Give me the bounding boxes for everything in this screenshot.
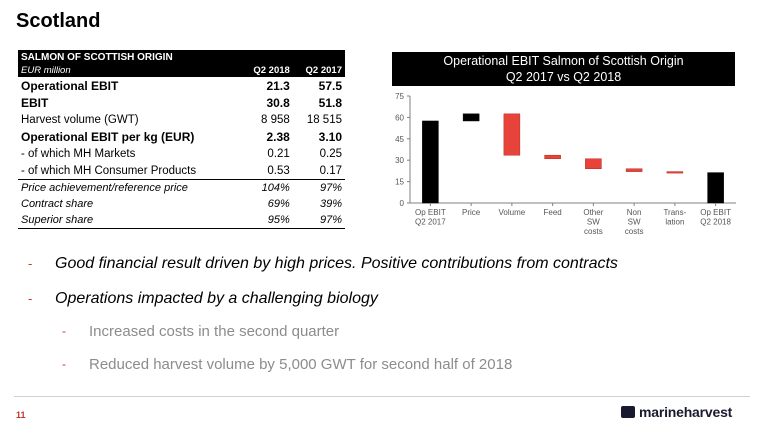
table-row: - of which MH Consumer Products 0.53 0.1…	[18, 162, 345, 180]
chart-subtitle: Q2 2017 vs Q2 2018	[505, 70, 622, 84]
bar	[625, 168, 643, 172]
table-row: Operational EBIT 21.3 57.5	[18, 77, 345, 94]
x-tick-label: Trans-	[663, 208, 686, 217]
row-value-2017: 51.8	[318, 95, 342, 110]
row-value-2018: 0.21	[267, 147, 290, 160]
row-value-2018: 30.8	[266, 95, 290, 110]
table-title: SALMON OF SCOTTISH ORIGIN	[18, 50, 345, 64]
bar	[544, 154, 561, 160]
y-tick-label: 15	[395, 178, 404, 187]
row-value-2018: 95%	[240, 212, 293, 229]
x-tick-label: Q2 2018	[700, 218, 731, 227]
row-value-2018: 8 958	[261, 113, 290, 126]
row-value-2018: 0.53	[267, 164, 290, 177]
x-tick-label: Price	[462, 208, 481, 217]
row-value-2017: 0.17	[319, 164, 342, 177]
table-row: Operational EBIT per kg (EUR) 2.38 3.10	[18, 128, 345, 145]
sub-bullet-text: Increased costs in the second quarter	[89, 323, 340, 340]
row-label: - of which MH Markets	[21, 147, 136, 160]
table-row: Superior share 95% 97%	[18, 212, 345, 229]
table-row: - of which MH Markets 0.21 0.25	[18, 145, 345, 162]
row-label: Price achievement/reference price	[18, 179, 241, 196]
x-tick-label: costs	[584, 227, 603, 236]
page-number: 11	[16, 410, 26, 420]
page-title: Scotland	[16, 10, 101, 32]
table-row: EBIT 30.8 51.8	[18, 94, 345, 111]
bar	[503, 113, 521, 156]
row-value-2017: 39%	[319, 198, 342, 210]
col-header-q2-2017: Q2 2017	[292, 64, 345, 77]
logo-text: marineharvest	[639, 404, 733, 420]
row-label: - of which MH Consumer Products	[21, 164, 197, 177]
bullet-text: Operations impacted by a challenging bio…	[55, 290, 378, 307]
chart-title-box: Operational EBIT Salmon of Scottish Orig…	[392, 52, 735, 86]
bullet-text: Good financial result driven by high pri…	[55, 255, 618, 272]
row-label: Harvest volume (GWT)	[21, 113, 139, 126]
bullet-dash: -	[28, 256, 33, 271]
sub-bullet-text: Reduced harvest volume by 5,000 GWT for …	[89, 356, 513, 373]
bar	[666, 171, 684, 174]
x-tick-label: Non	[627, 208, 642, 217]
row-value-2018: 69%	[267, 198, 290, 210]
row-value-2017: 18 515	[306, 113, 342, 126]
company-logo: marineharvest	[621, 404, 732, 420]
table-unit: EUR million	[18, 64, 241, 77]
x-tick-label: lation	[665, 218, 684, 227]
x-tick-label: Q2 2017	[415, 218, 446, 227]
x-tick-label: Op EBIT	[700, 208, 731, 217]
footer-divider	[14, 396, 750, 397]
bar	[462, 113, 480, 122]
row-label: EBIT	[21, 95, 49, 110]
sub-bullet-dash: -	[62, 324, 66, 338]
row-value-2018: 21.3	[266, 78, 290, 93]
row-value-2017: 3.10	[318, 129, 342, 144]
x-tick-label: Feed	[544, 208, 562, 217]
table-row: Price achievement/reference price 104% 9…	[18, 179, 345, 196]
table-row: Contract share 69% 39%	[18, 196, 345, 212]
y-tick-label: 60	[395, 113, 404, 122]
row-value-2018: 2.38	[266, 129, 290, 144]
row-label: Superior share	[18, 212, 241, 229]
row-label: Contract share	[21, 198, 94, 210]
col-header-q2-2018: Q2 2018	[240, 64, 293, 77]
bullet-dash: -	[28, 291, 33, 306]
x-tick-label: Volume	[499, 208, 526, 217]
x-tick-label: Other	[583, 208, 603, 217]
row-value-2017: 97%	[292, 179, 345, 196]
table-row: Harvest volume (GWT) 8 958 18 515	[18, 111, 345, 128]
row-value-2017: 0.25	[319, 147, 342, 160]
table-subheader-row: EUR million Q2 2018 Q2 2017	[18, 64, 345, 77]
y-tick-label: 30	[395, 156, 404, 165]
y-tick-label: 75	[395, 92, 404, 101]
y-tick-label: 45	[395, 135, 404, 144]
row-value-2018: 104%	[240, 179, 293, 196]
x-tick-label: SW	[587, 218, 600, 227]
row-value-2017: 97%	[292, 212, 345, 229]
bar	[707, 172, 724, 204]
row-label: Operational EBIT	[21, 78, 119, 93]
chart-title: Operational EBIT Salmon of Scottish Orig…	[443, 54, 684, 68]
logo-icon	[621, 406, 635, 418]
bar	[585, 158, 602, 170]
table-header-row: SALMON OF SCOTTISH ORIGIN	[18, 50, 345, 64]
x-tick-label: costs	[625, 227, 644, 236]
bar	[422, 120, 439, 204]
sub-bullet-dash: -	[62, 357, 66, 371]
x-tick-label: Op EBIT	[415, 208, 446, 217]
x-tick-label: SW	[628, 218, 641, 227]
row-label: Operational EBIT per kg (EUR)	[21, 129, 195, 144]
row-value-2017: 57.5	[318, 78, 342, 93]
y-tick-label: 0	[400, 199, 405, 208]
financial-table: SALMON OF SCOTTISH ORIGIN EUR million Q2…	[18, 50, 345, 229]
